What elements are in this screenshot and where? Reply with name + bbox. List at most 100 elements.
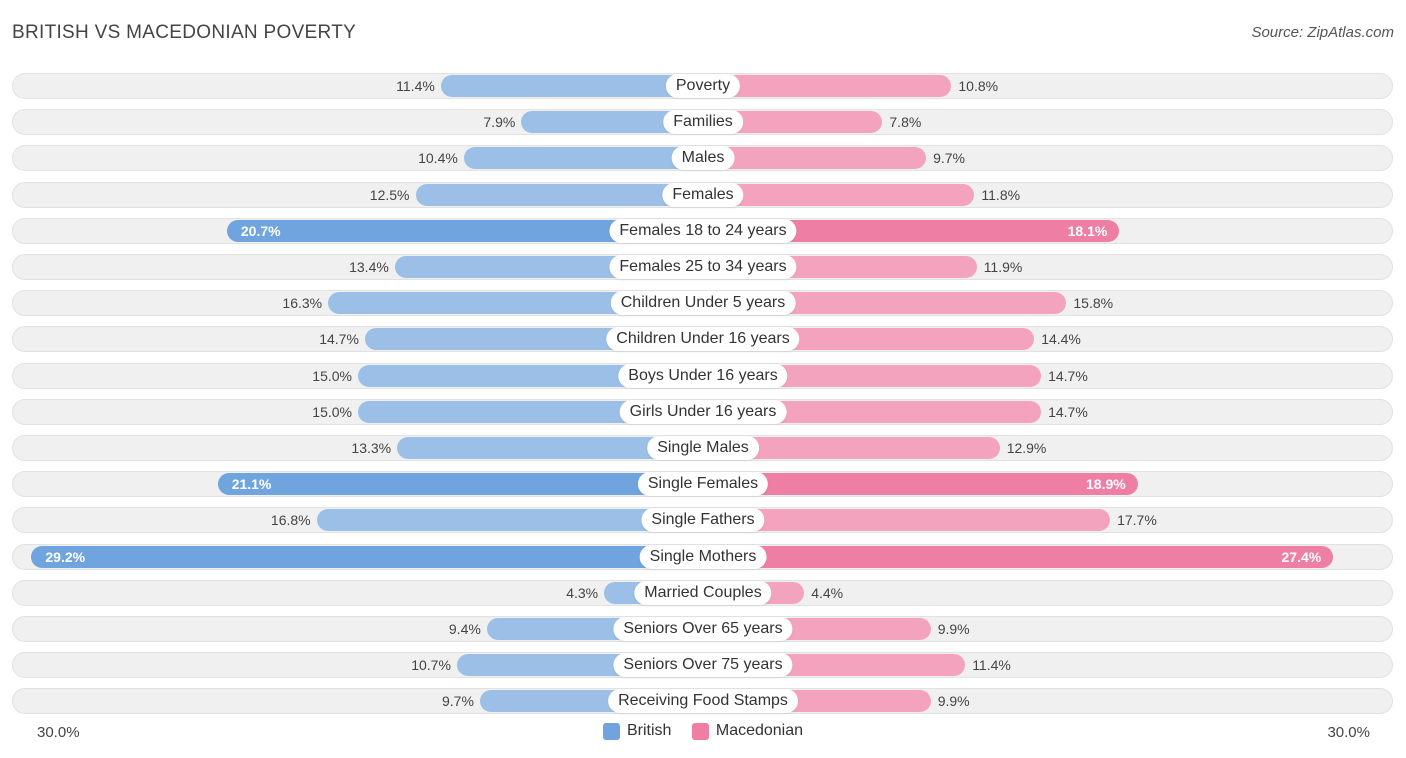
value-label-british: 10.7% <box>411 657 451 674</box>
bar-british[interactable] <box>358 364 703 387</box>
value-label-british: 14.7% <box>319 331 359 348</box>
category-label: Receiving Food Stamps <box>608 689 798 714</box>
bar-macedonian[interactable] <box>703 509 1111 532</box>
value-label-british: 21.1% <box>231 476 272 493</box>
bar-british[interactable] <box>226 219 703 242</box>
value-label-british: 15.0% <box>312 403 352 420</box>
value-label-british: 7.9% <box>483 114 516 131</box>
value-label-british: 13.3% <box>351 440 392 456</box>
table-row: 13.3% 12.9% Single Males <box>12 435 1393 461</box>
table-row: 20.7% 18.1% Females 18 to 24 years <box>12 217 1393 244</box>
value-label-british: 12.5% <box>369 186 410 203</box>
table-row: 9.7% 9.9% Receiving Food Stamps <box>12 688 1393 715</box>
bar-british[interactable] <box>440 75 703 97</box>
bar-macedonian[interactable] <box>703 545 1334 568</box>
value-label-macedonian: 12.9% <box>1006 440 1047 456</box>
bar-macedonian[interactable] <box>703 219 1120 242</box>
category-label: Seniors Over 65 years <box>613 617 793 641</box>
category-label: Single Males <box>647 436 759 460</box>
value-label-macedonian: 14.4% <box>1041 331 1081 348</box>
legend-swatch-macedonian <box>691 722 709 740</box>
bar-macedonian[interactable] <box>703 364 1042 387</box>
value-label-macedonian: 4.4% <box>811 584 844 601</box>
bar-british[interactable] <box>463 147 703 170</box>
value-label-macedonian: 11.4% <box>972 657 1011 674</box>
bar-british[interactable] <box>358 400 703 423</box>
value-label-british: 13.4% <box>349 259 389 275</box>
bar-british[interactable] <box>415 183 703 206</box>
bar-macedonian[interactable] <box>703 437 1000 459</box>
value-label-macedonian: 17.7% <box>1117 512 1157 529</box>
table-row: 10.7% 11.4% Seniors Over 75 years <box>12 652 1393 679</box>
bar-macedonian[interactable] <box>703 183 975 206</box>
category-label: Boys Under 16 years <box>618 363 788 388</box>
axis-right-label: 30.0% <box>1327 724 1370 741</box>
table-row: 7.9% 7.8% Families <box>12 109 1393 136</box>
category-label: Females 25 to 34 years <box>609 255 797 279</box>
table-row: 13.4% 11.9% Females 25 to 34 years <box>12 254 1393 280</box>
bar-british[interactable] <box>217 473 703 496</box>
category-label: Married Couples <box>634 580 772 605</box>
legend: British Macedonian <box>0 722 1406 745</box>
table-row: 16.3% 15.8% Children Under 5 years <box>12 290 1393 317</box>
category-label: Children Under 16 years <box>606 327 800 352</box>
value-label-macedonian: 11.9% <box>983 259 1023 275</box>
category-label: Males <box>671 146 735 171</box>
bar-macedonian[interactable] <box>703 111 883 134</box>
value-label-british: 9.4% <box>448 621 481 637</box>
bar-macedonian[interactable] <box>703 473 1138 496</box>
bar-british[interactable] <box>397 437 703 459</box>
legend-swatch-british <box>602 722 620 740</box>
category-label: Single Females <box>637 472 769 497</box>
bar-british[interactable] <box>328 292 703 315</box>
category-label: Girls Under 16 years <box>619 399 787 424</box>
value-label-macedonian: 14.7% <box>1048 367 1088 384</box>
table-row: 11.4% 10.8% Poverty <box>12 73 1393 99</box>
value-label-british: 16.3% <box>282 295 323 312</box>
table-row: 15.0% 14.7% Girls Under 16 years <box>12 398 1393 425</box>
chart-title: BRITISH VS MACEDONIAN POVERTY <box>12 22 357 43</box>
table-row: 9.4% 9.9% Seniors Over 65 years <box>12 616 1393 642</box>
bar-british[interactable] <box>521 111 703 134</box>
value-label-british: 9.7% <box>441 693 474 710</box>
value-label-british: 11.4% <box>396 78 435 94</box>
value-label-macedonian: 10.8% <box>958 78 999 94</box>
value-label-macedonian: 11.8% <box>981 186 1021 203</box>
value-label-british: 29.2% <box>45 548 86 565</box>
bar-macedonian[interactable] <box>703 147 927 170</box>
value-label-macedonian: 7.8% <box>889 114 922 131</box>
value-label-macedonian: 9.9% <box>937 621 970 637</box>
value-label-british: 4.3% <box>566 584 599 601</box>
value-label-macedonian: 14.7% <box>1048 403 1088 420</box>
category-label: Seniors Over 75 years <box>613 653 793 678</box>
category-label: Single Fathers <box>641 508 765 533</box>
value-label-british: 20.7% <box>240 222 281 239</box>
table-row: 15.0% 14.7% Boys Under 16 years <box>12 362 1393 389</box>
legend-label-macedonian: Macedonian <box>715 722 804 739</box>
table-row: 12.5% 11.8% Females <box>12 181 1393 208</box>
category-label: Poverty <box>665 74 741 98</box>
table-row: 29.2% 27.4% Single Mothers <box>12 543 1393 570</box>
category-label: Single Mothers <box>639 544 767 569</box>
table-row: 14.7% 14.4% Children Under 16 years <box>12 326 1393 353</box>
bar-macedonian[interactable] <box>703 400 1042 423</box>
value-label-british: 15.0% <box>312 367 352 384</box>
legend-item-british[interactable]: British <box>602 722 671 740</box>
value-label-british: 10.4% <box>418 150 458 167</box>
value-label-macedonian: 9.7% <box>933 150 966 167</box>
legend-item-macedonian[interactable]: Macedonian <box>691 722 804 740</box>
table-row: 16.8% 17.7% Single Fathers <box>12 507 1393 534</box>
bar-british[interactable] <box>31 545 703 568</box>
bar-british[interactable] <box>316 509 703 532</box>
category-label: Children Under 5 years <box>610 291 796 316</box>
value-label-macedonian: 18.9% <box>1086 476 1126 493</box>
table-row: 21.1% 18.9% Single Females <box>12 471 1393 498</box>
source-label: Source: ZipAtlas.com <box>1251 24 1394 41</box>
value-label-macedonian: 18.1% <box>1067 222 1108 239</box>
bar-macedonian[interactable] <box>703 75 952 97</box>
table-row: 4.3% 4.4% Married Couples <box>12 579 1393 606</box>
value-label-macedonian: 15.8% <box>1073 295 1114 312</box>
category-label: Families <box>663 110 743 135</box>
value-label-british: 16.8% <box>270 512 311 529</box>
table-row: 10.4% 9.7% Males <box>12 145 1393 172</box>
